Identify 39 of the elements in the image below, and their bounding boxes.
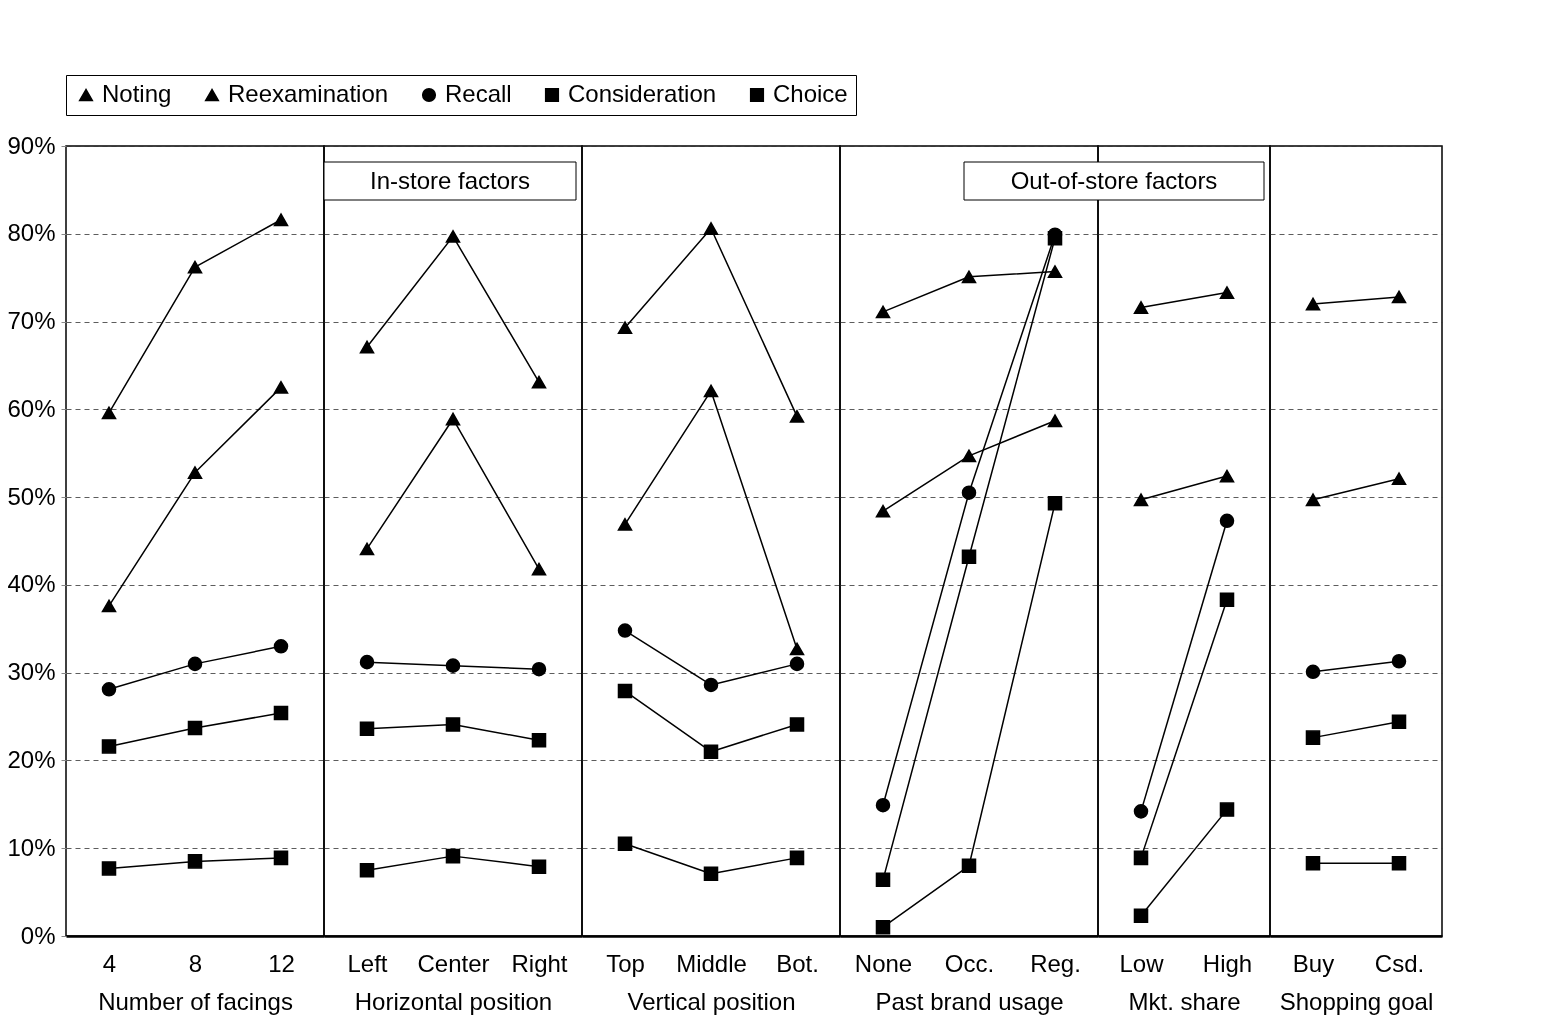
y-tick-label: 70% — [7, 307, 56, 335]
y-tick-label: 0% — [20, 921, 56, 949]
x-tick-label: Csd. — [1374, 949, 1425, 977]
legend-label: Consideration — [568, 80, 717, 107]
x-axis-title: Horizontal position — [354, 987, 553, 1015]
x-tick-label: Middle — [676, 949, 747, 977]
x-tick-label: 4 — [102, 949, 117, 977]
x-axis-title: Number of facings — [98, 987, 293, 1015]
x-axis-title: Mkt. share — [1128, 987, 1241, 1015]
y-tick-label: 80% — [7, 219, 56, 247]
annotation: Out-of-store factors — [1010, 167, 1218, 194]
x-tick-label: Top — [606, 949, 645, 977]
legend-label: Choice — [773, 80, 848, 107]
x-tick-label: Bot. — [776, 949, 819, 977]
legend-label: Reexamination — [228, 80, 389, 107]
x-axis-title: Past brand usage — [875, 987, 1064, 1015]
annotation: In-store factors — [369, 167, 531, 194]
y-tick-label: 20% — [7, 745, 56, 773]
x-axis-title: Vertical position — [627, 987, 796, 1015]
x-axis-title: Shopping goal — [1279, 987, 1434, 1015]
y-tick-label: 40% — [7, 570, 56, 598]
x-tick-label: Low — [1119, 949, 1165, 977]
y-tick-label: 30% — [7, 658, 56, 686]
x-tick-label: Left — [347, 949, 388, 977]
x-tick-label: Center — [417, 949, 490, 977]
x-tick-label: Right — [511, 949, 568, 977]
y-tick-label: 90% — [7, 131, 56, 159]
x-tick-label: 12 — [268, 949, 295, 977]
legend-label: Recall — [445, 80, 512, 107]
y-tick-label: 60% — [7, 394, 56, 422]
legend-label: Noting — [102, 80, 172, 107]
x-tick-label: High — [1202, 949, 1253, 977]
y-tick-label: 50% — [7, 482, 56, 510]
x-tick-label: None — [854, 949, 913, 977]
x-tick-label: 8 — [188, 949, 203, 977]
x-tick-label: Buy — [1292, 949, 1335, 977]
x-tick-label: Reg. — [1030, 949, 1081, 977]
y-tick-label: 10% — [7, 833, 56, 861]
x-tick-label: Occ. — [944, 949, 995, 977]
